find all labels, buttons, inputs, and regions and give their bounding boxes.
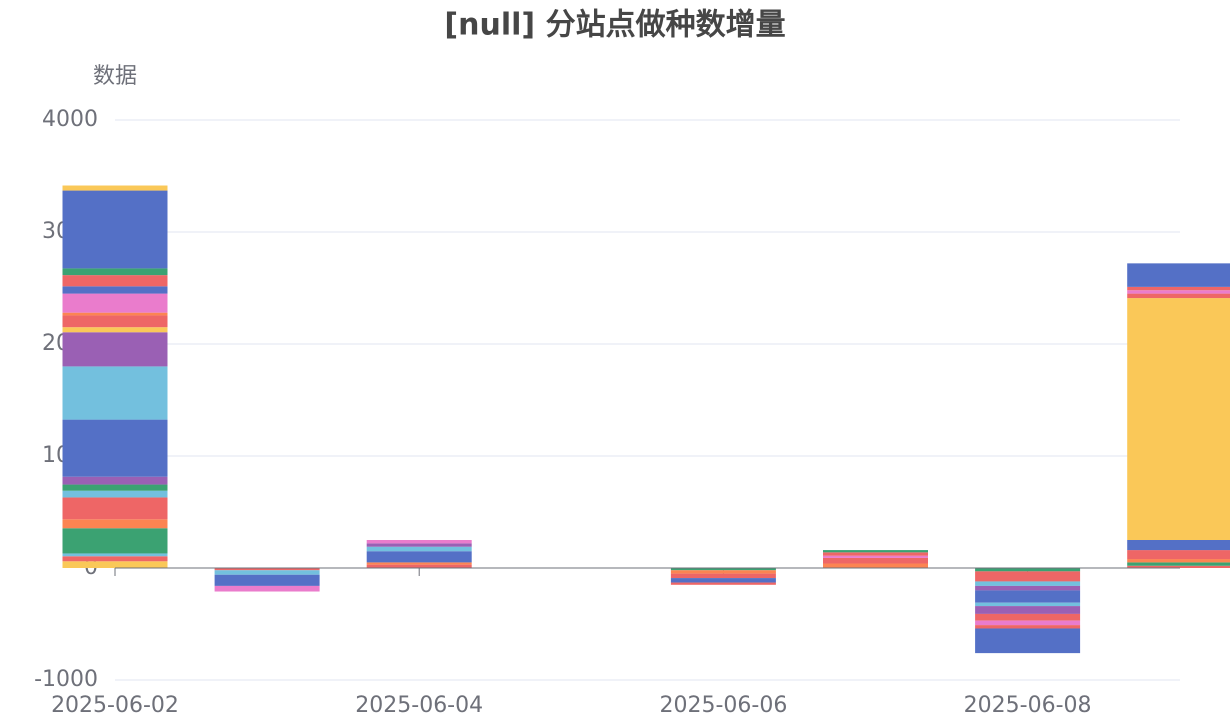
bar-segment — [366, 562, 472, 565]
bar-segment — [62, 327, 168, 333]
bar-segment — [975, 602, 1081, 607]
bar-segment — [62, 366, 168, 420]
bar-segment — [1127, 298, 1230, 540]
bar-segment — [975, 590, 1081, 603]
bar-segment — [1127, 286, 1230, 291]
bar-segment — [62, 528, 168, 554]
bar-segment — [975, 606, 1081, 614]
bar-segment — [62, 268, 168, 276]
y-tick-label: -1000 — [34, 667, 98, 692]
bar-segment — [366, 546, 472, 552]
bar-segment — [823, 552, 928, 556]
bar-segment — [1127, 290, 1230, 294]
y-tick-label: 4000 — [42, 107, 98, 132]
bar-segment — [62, 484, 168, 491]
bar-segment — [62, 561, 168, 568]
bar-segment — [62, 419, 168, 477]
bar-segment — [975, 581, 1081, 586]
bar-segment — [975, 613, 1081, 621]
bar-segment — [366, 564, 472, 568]
bar-segment — [62, 293, 168, 313]
bar-segment — [670, 582, 776, 585]
x-tick-label: 2025-06-06 — [659, 693, 787, 718]
bar-segment — [62, 286, 168, 294]
bar-segment — [214, 574, 320, 586]
bar-segment — [975, 628, 1081, 654]
bar-segment — [823, 563, 928, 568]
bar-segment — [975, 571, 1081, 582]
bar-segment — [823, 557, 928, 564]
bar-segment — [823, 550, 928, 553]
bar-segment — [214, 585, 320, 592]
bar-segment — [670, 570, 776, 574]
bar-segment — [366, 551, 472, 563]
bar-segment — [975, 585, 1081, 591]
bar-segment — [975, 625, 1081, 629]
x-tick-label: 2025-06-02 — [51, 693, 179, 718]
bar-segment — [1127, 565, 1230, 568]
bar-segment — [62, 332, 168, 367]
bar-segment — [670, 578, 776, 583]
bar-segment — [214, 568, 320, 571]
bar-segment — [62, 556, 168, 562]
bar-segment — [366, 543, 472, 547]
bar-segment — [975, 568, 1081, 572]
bar-segment — [62, 315, 168, 328]
bar-segment — [366, 540, 472, 544]
bar-segment — [62, 275, 168, 287]
bar-segment — [62, 497, 168, 520]
bar-segment — [62, 490, 168, 498]
bar-segment — [62, 476, 168, 485]
bar-segment — [1127, 562, 1230, 566]
bar-segment — [975, 620, 1081, 626]
y-axis-name: 数据 — [93, 64, 137, 89]
bar-segment — [62, 553, 168, 557]
bar-segment — [214, 570, 320, 575]
bar-segment — [1127, 550, 1230, 560]
bar-segment — [1127, 263, 1230, 287]
bar-segment — [1127, 559, 1230, 563]
bar-segment — [823, 555, 928, 558]
x-tick-label: 2025-06-08 — [964, 693, 1092, 718]
bar-segment — [670, 573, 776, 579]
bar-segment — [62, 519, 168, 529]
chart-title: [null] 分站点做种数增量 — [444, 8, 785, 43]
bar-segment — [62, 185, 168, 191]
x-tick-label: 2025-06-04 — [355, 693, 483, 718]
bar-segment — [670, 568, 776, 571]
bar-segment — [1127, 293, 1230, 299]
bar-segment — [1127, 540, 1230, 551]
bar-segment — [62, 312, 168, 316]
bar-segment — [62, 190, 168, 269]
